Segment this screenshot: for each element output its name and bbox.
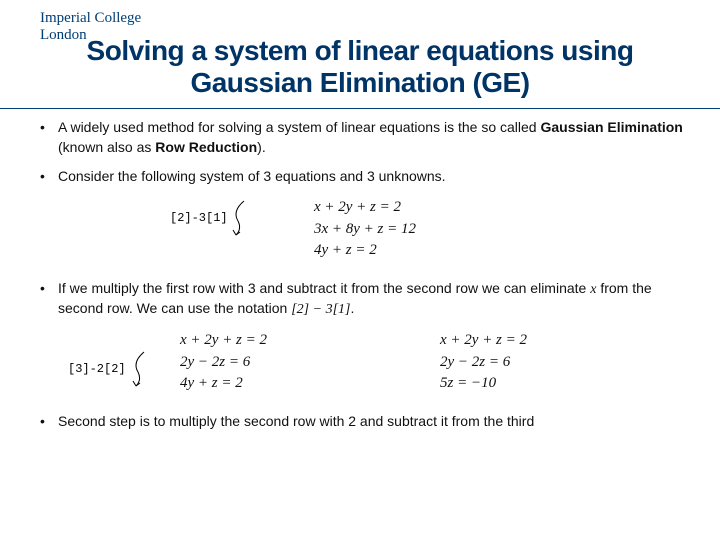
- b3-math: [2] − 3[1]: [291, 302, 350, 317]
- content-area: • A widely used method for solving a sys…: [40, 118, 690, 442]
- curve-arrow-2: [130, 350, 150, 388]
- bullet-2: • Consider the following system of 3 equ…: [40, 167, 690, 187]
- bullet-3: • If we multiply the first row with 3 an…: [40, 279, 690, 320]
- b1-bold1: Gaussian Elimination: [540, 119, 682, 135]
- b1-post: ).: [257, 139, 266, 155]
- b1-bold2: Row Reduction: [155, 139, 257, 155]
- eq2-right: x + 2y + z = 2 2y − 2z = 6 5z = −10: [440, 330, 527, 395]
- bullet-dot: •: [40, 118, 58, 157]
- annotation-1: [2]-3[1]: [170, 211, 228, 225]
- bullet-dot: •: [40, 167, 58, 187]
- bullet-1-text: A widely used method for solving a syste…: [58, 118, 690, 157]
- bullet-4: • Second step is to multiply the second …: [40, 412, 690, 432]
- eq1-r1: x + 2y + z = 2: [314, 197, 416, 219]
- logo-line1: Imperial College: [40, 10, 141, 27]
- b1-mid: (known also as: [58, 139, 155, 155]
- eq2R-r3: 5z = −10: [440, 373, 527, 395]
- eq2L-r1: x + 2y + z = 2: [180, 330, 267, 352]
- eq2R-r1: x + 2y + z = 2: [440, 330, 527, 352]
- equation-block-2: [3]-2[2] x + 2y + z = 2 2y − 2z = 6 4y +…: [40, 330, 690, 398]
- eq2L-r3: 4y + z = 2: [180, 373, 267, 395]
- curve-arrow-1: [230, 199, 250, 237]
- bullet-2-text: Consider the following system of 3 equat…: [58, 167, 690, 187]
- eq2R-r2: 2y − 2z = 6: [440, 352, 527, 374]
- bullet-dot: •: [40, 412, 58, 432]
- b3-post: .: [350, 300, 354, 316]
- bullet-1: • A widely used method for solving a sys…: [40, 118, 690, 157]
- bullet-3-text: If we multiply the first row with 3 and …: [58, 279, 690, 320]
- eq1: x + 2y + z = 2 3x + 8y + z = 12 4y + z =…: [314, 197, 416, 262]
- title-divider: [0, 108, 720, 109]
- eq1-r3: 4y + z = 2: [314, 240, 416, 262]
- b3-pre: If we multiply the first row with 3 and …: [58, 280, 590, 296]
- bullet-dot: •: [40, 279, 58, 320]
- equation-block-1: [2]-3[1] x + 2y + z = 2 3x + 8y + z = 12…: [40, 197, 690, 265]
- eq2L-r2: 2y − 2z = 6: [180, 352, 267, 374]
- b1-pre: A widely used method for solving a syste…: [58, 119, 540, 135]
- annotation-2: [3]-2[2]: [68, 362, 126, 376]
- title-line1: Solving a system of linear equations usi…: [87, 35, 634, 66]
- slide-title: Solving a system of linear equations usi…: [0, 35, 720, 99]
- bullet-4-text: Second step is to multiply the second ro…: [58, 412, 690, 432]
- eq1-r2: 3x + 8y + z = 12: [314, 219, 416, 241]
- title-line2: Gaussian Elimination (GE): [190, 67, 529, 98]
- eq2-left: x + 2y + z = 2 2y − 2z = 6 4y + z = 2: [180, 330, 267, 395]
